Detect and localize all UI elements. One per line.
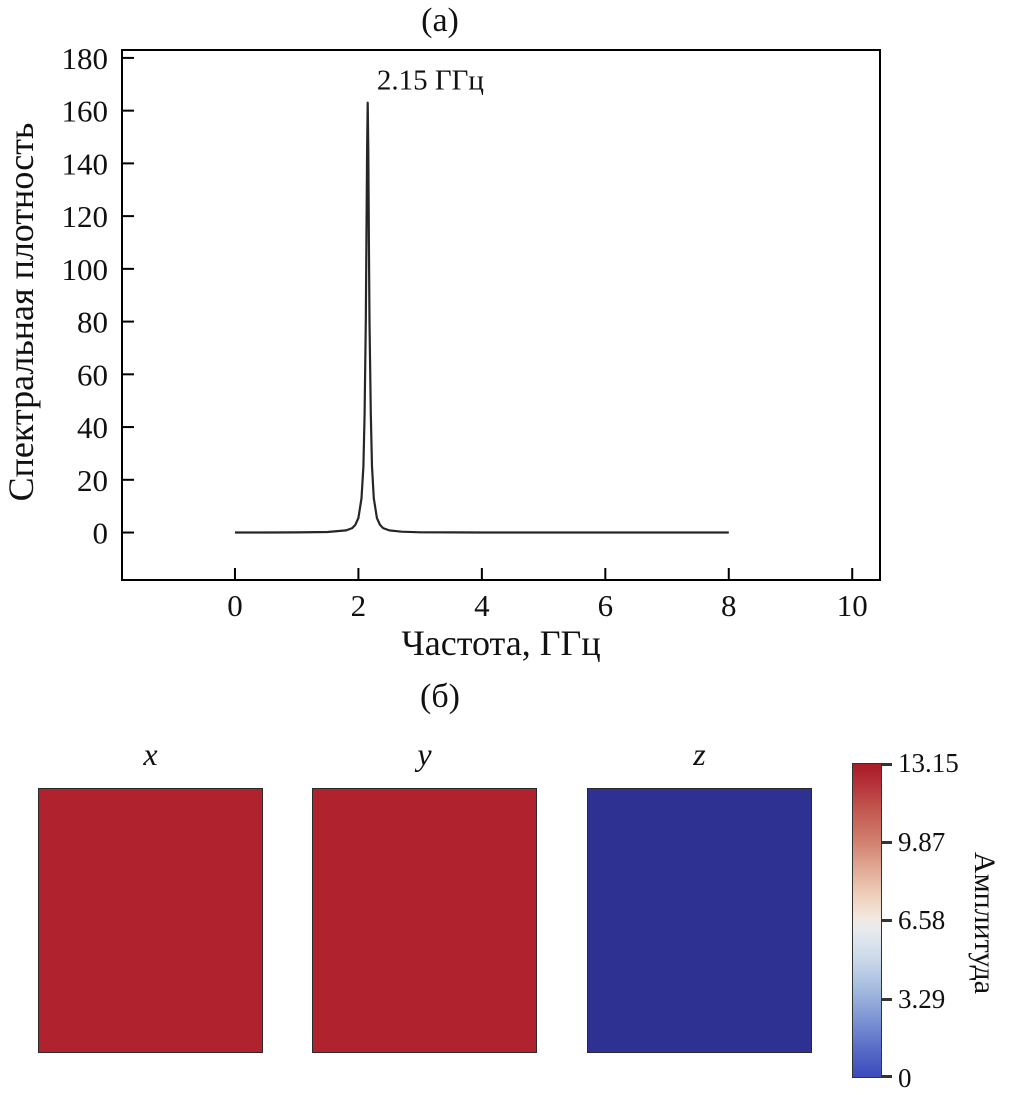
y-axis-ticks: 0 20 40 60 80 100 120 140 160 180 <box>62 41 134 551</box>
plot-border <box>121 49 881 581</box>
y-tick-label: 40 <box>77 410 108 445</box>
x-tick-label: 2 <box>351 588 367 623</box>
x-tick-label: 0 <box>227 588 243 623</box>
x-axis-label: Частота, ГГц <box>401 623 601 663</box>
square-label-z: z <box>693 736 706 772</box>
x-tick-label: 10 <box>837 588 868 623</box>
colorbar <box>852 763 882 1078</box>
spectrum-line <box>235 101 729 534</box>
x-tick-label: 6 <box>598 588 614 623</box>
y-tick-label: 20 <box>77 463 108 498</box>
x-axis-ticks: 0 2 4 6 8 10 <box>227 568 868 623</box>
x-tick-label: 4 <box>474 588 490 623</box>
colorbar-tick <box>882 998 892 1002</box>
colorbar-tick-label: 3.29 <box>898 984 946 1015</box>
heat-square-x <box>38 788 263 1053</box>
y-tick-label: 100 <box>62 252 109 287</box>
y-tick-label: 80 <box>77 305 108 340</box>
panel-b-tag: (б) <box>420 678 460 715</box>
colorbar-tick <box>882 840 892 844</box>
x-tick-label: 8 <box>721 588 737 623</box>
colorbar-tick-label: 9.87 <box>898 826 946 857</box>
colorbar-tick <box>882 763 892 766</box>
heat-square-z <box>587 788 812 1053</box>
peak-annotation: 2.15 ГГц <box>377 65 484 97</box>
y-tick-label: 120 <box>62 199 109 234</box>
y-tick-label: 160 <box>62 94 109 129</box>
colorbar-label: Амплитуда <box>968 851 1001 995</box>
y-tick-label: 180 <box>62 41 109 76</box>
square-label-y: y <box>417 736 432 772</box>
square-label-x: x <box>143 736 158 772</box>
colorbar-tick-label: 13.15 <box>898 748 959 778</box>
colorbar-tick <box>882 919 892 923</box>
panel-a-tag: (а) <box>421 2 459 39</box>
colorbar-tick-label: 0 <box>898 1063 912 1093</box>
colorbar-tick-label: 6.58 <box>898 905 946 936</box>
y-tick-label: 60 <box>77 357 108 392</box>
y-axis-label: Спектральная плотность <box>1 122 41 502</box>
heat-square-y <box>312 788 537 1053</box>
colorbar-tick <box>882 1075 892 1078</box>
y-tick-label: 0 <box>93 516 109 551</box>
spectrum-plot: 0 2 4 6 8 10 0 20 40 60 80 100 120 140 160 180 2.15 ГГ… <box>62 41 881 623</box>
y-tick-label: 140 <box>62 146 109 181</box>
